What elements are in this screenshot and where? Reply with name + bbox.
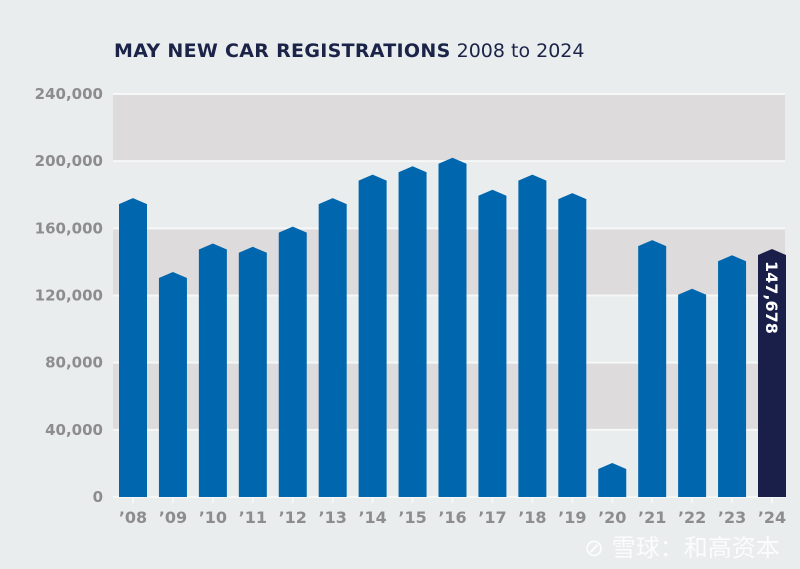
title-main: MAY NEW CAR REGISTRATIONS — [114, 40, 451, 62]
bar-13 — [318, 198, 347, 497]
bar-18 — [518, 174, 547, 497]
x-tick-label: ’10 — [199, 508, 227, 527]
bar-11 — [238, 246, 267, 497]
bar-08 — [119, 198, 147, 497]
y-tick-label: 80,000 — [45, 354, 103, 372]
bar-16 — [438, 157, 467, 497]
y-tick-label: 160,000 — [35, 219, 103, 237]
x-tick-label: ’24 — [758, 508, 786, 527]
x-tick-label: ’12 — [279, 508, 307, 527]
watermark-text: 雪球：和高资本 — [611, 534, 780, 562]
y-tick-label: 40,000 — [45, 421, 103, 439]
bar-14 — [358, 174, 387, 497]
watermark: ⊘ 雪球：和高资本 — [584, 534, 780, 562]
bar-17 — [478, 189, 507, 497]
x-tick-label: ’15 — [398, 508, 426, 527]
y-tick-label: 120,000 — [35, 287, 103, 305]
y-tick-label: 0 — [93, 488, 103, 506]
y-tick-label: 200,000 — [35, 152, 103, 170]
x-tick-label: ’17 — [478, 508, 506, 527]
bar-21 — [638, 240, 667, 497]
y-tick-label: 240,000 — [35, 85, 103, 103]
grid-band — [113, 94, 785, 162]
bar-19 — [558, 193, 587, 497]
bar-24 — [758, 249, 786, 497]
x-tick-label: ’18 — [518, 508, 546, 527]
x-tick-label: ’21 — [638, 508, 666, 527]
x-tick-label: ’23 — [718, 508, 746, 527]
x-tick-label: ’08 — [119, 508, 147, 527]
x-tick-label: ’20 — [598, 508, 626, 527]
x-tick-label: ’22 — [678, 508, 706, 527]
x-tick-label: ’11 — [239, 508, 267, 527]
x-tick-label: ’13 — [319, 508, 347, 527]
bar-09 — [158, 271, 187, 497]
x-tick-label: ’14 — [358, 508, 386, 527]
bar-20 — [598, 463, 627, 497]
bar-12 — [278, 226, 307, 497]
x-tick-label: ’16 — [438, 508, 466, 527]
data-label: 147,678 — [762, 261, 781, 334]
bar-22 — [678, 288, 707, 497]
bar-15 — [398, 166, 427, 497]
bar-23 — [718, 255, 747, 497]
x-tick-label: ’19 — [558, 508, 586, 527]
title-sub: 2008 to 2024 — [456, 40, 585, 62]
bar-10 — [198, 243, 227, 497]
x-tick-label: ’09 — [159, 508, 187, 527]
chart-title: MAY NEW CAR REGISTRATIONS 2008 to 2024 — [114, 40, 584, 62]
